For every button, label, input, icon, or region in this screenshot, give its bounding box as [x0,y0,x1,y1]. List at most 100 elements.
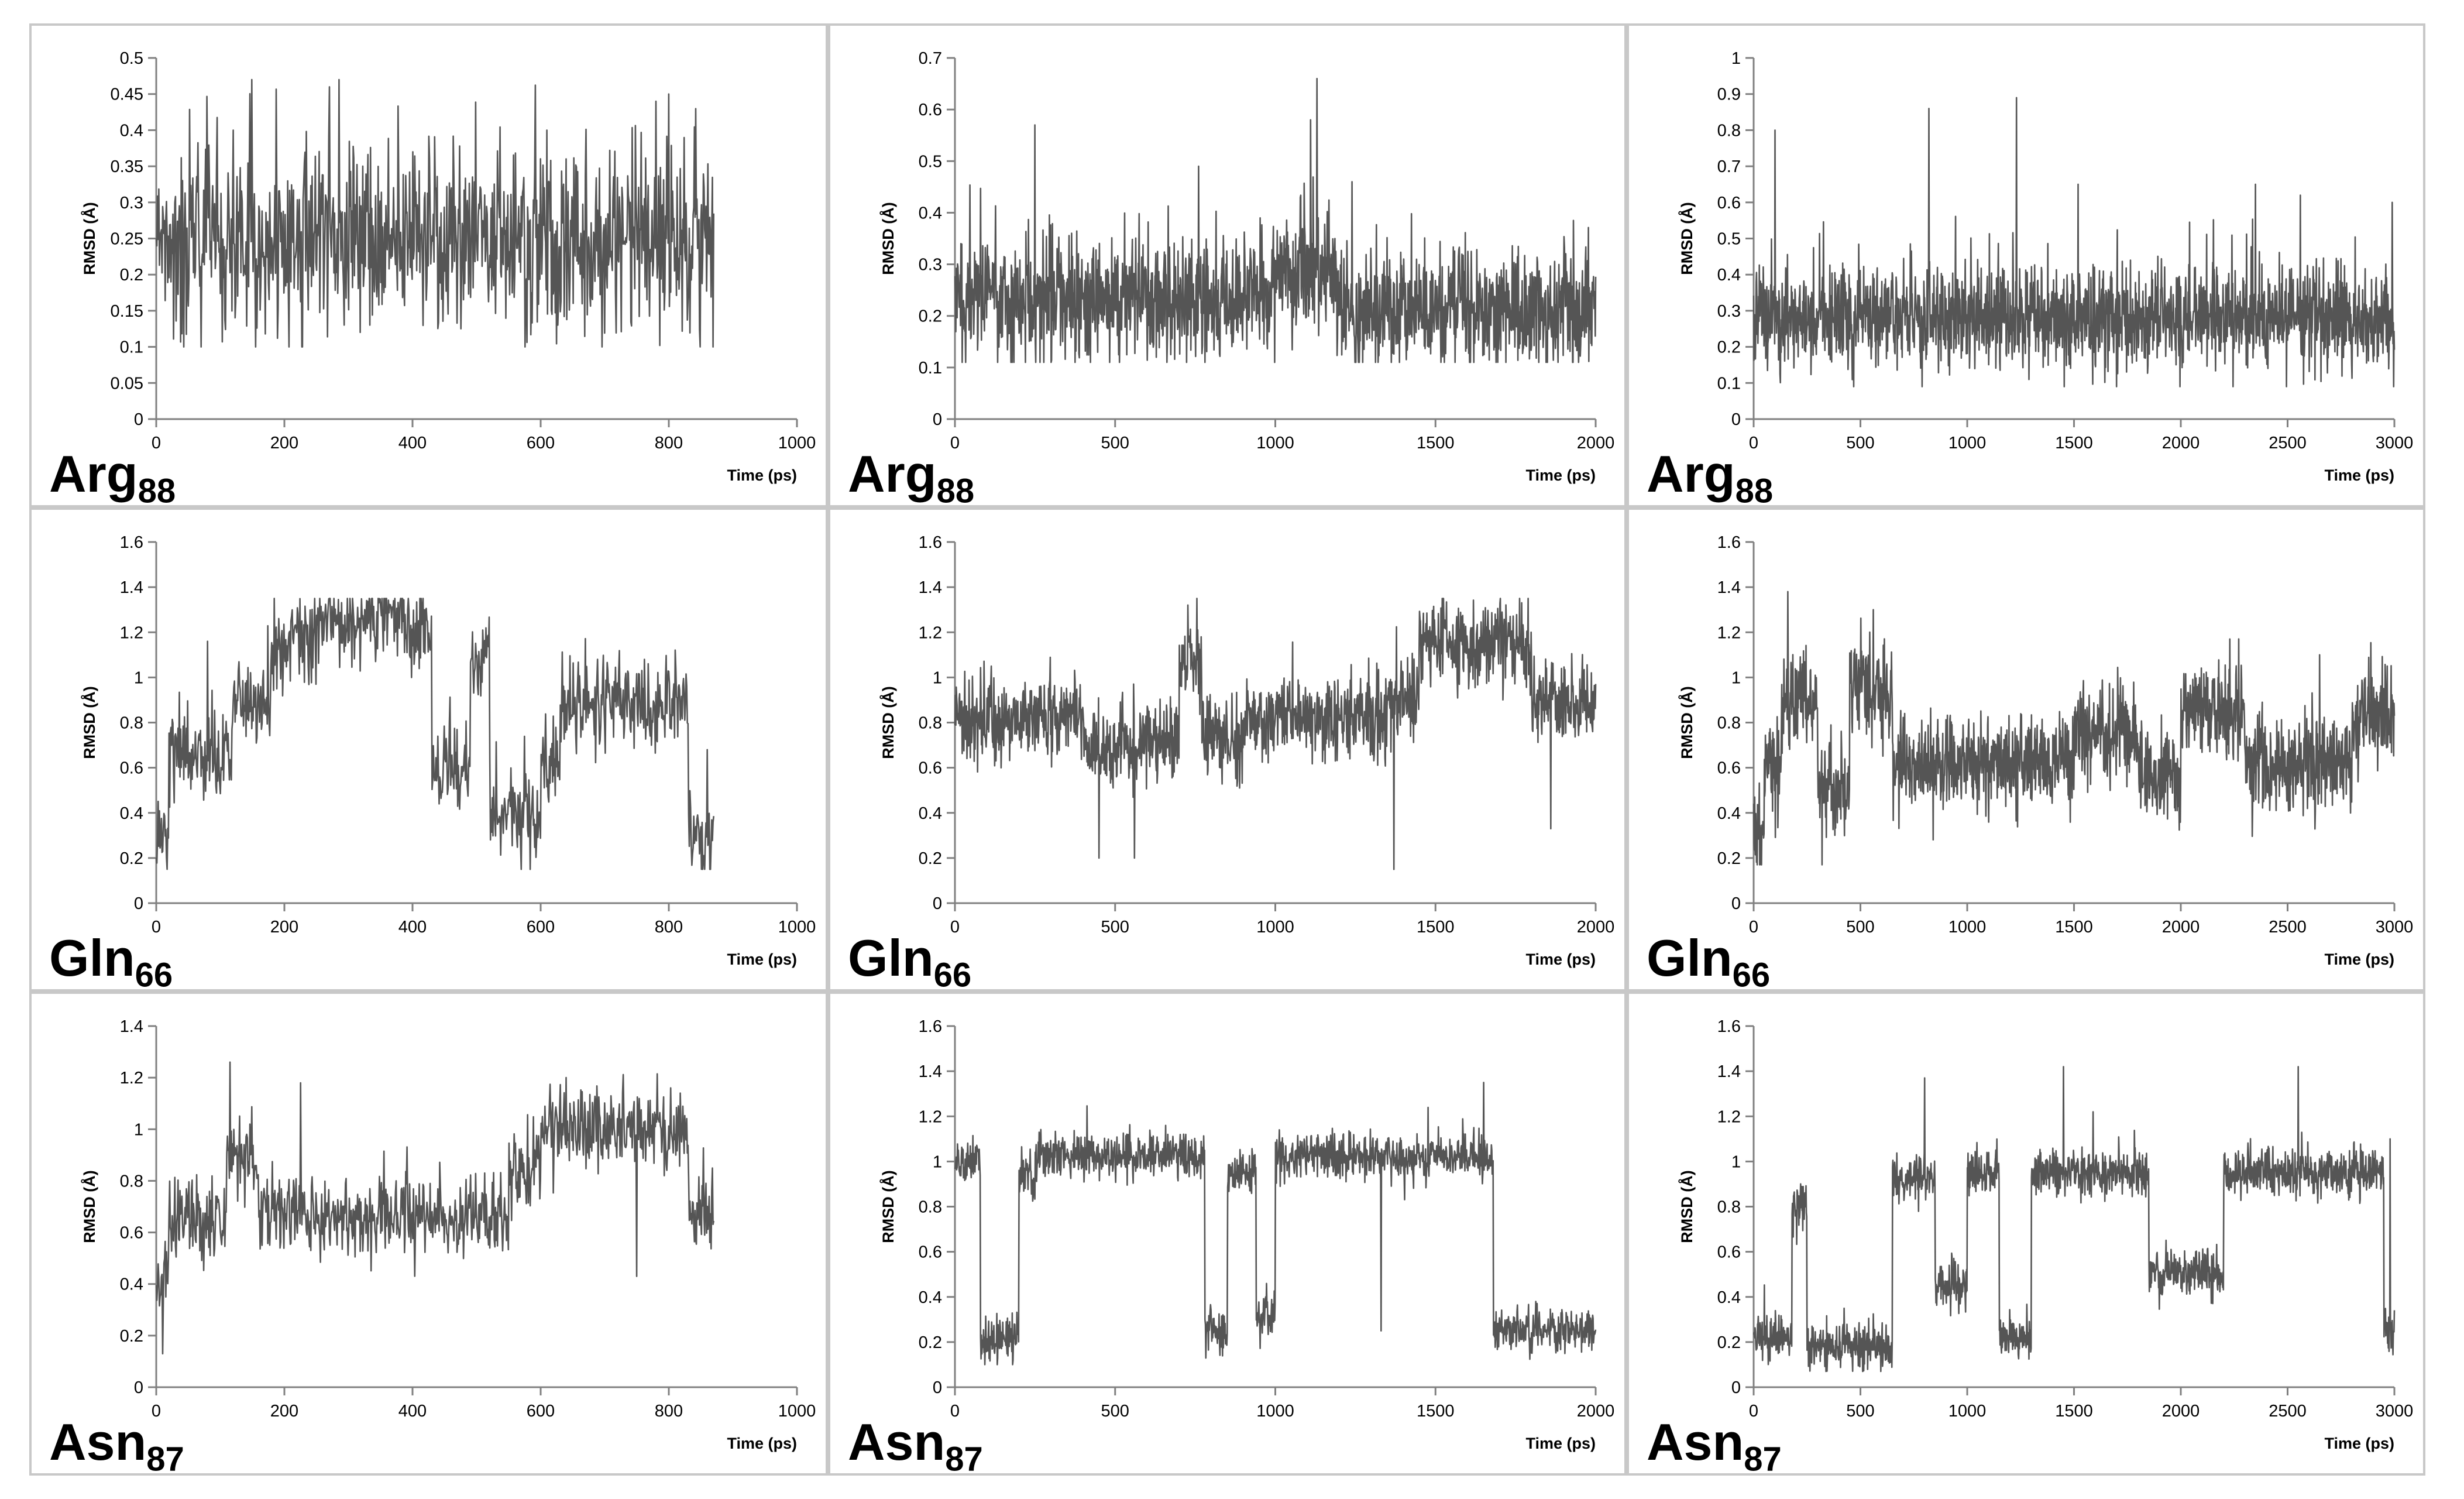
x-tick-label: 0 [1749,1402,1758,1421]
x-tick-label: 1500 [2055,1402,2093,1421]
series-line-rmsd [954,78,1597,363]
y-tick-label: 0.6 [1717,1243,1741,1262]
x-tick-label: 3000 [2376,918,2414,937]
y-tick-label: 0.1 [919,359,942,378]
y-tick-label: 0.15 [111,302,143,321]
x-tick-label: 600 [527,1402,555,1421]
residue-name: Arg [848,445,937,503]
y-tick-label: 1.6 [1717,533,1741,552]
series-line-rmsd [954,598,1597,870]
x-tick-label: 0 [152,434,161,452]
x-tick-label: 400 [398,434,427,452]
chart-panel-5: 0 0.2 0.4 0.6 0.8 1 1.2 1.4 1.6 0 500 1000 1500 2000 R… [828,507,1627,992]
chart-svg: 0 0.2 0.4 0.6 0.8 1 1.2 1.4 1.6 0 500 1000 1500 2000 R… [879,533,1614,968]
x-tick-label: 800 [655,1402,683,1421]
y-tick-label: 0.1 [120,338,143,357]
x-tick-label: 0 [950,918,960,937]
x-axis-label: Time (ps) [2324,951,2394,968]
y-tick-label: 1 [933,1152,942,1171]
x-tick-label: 1000 [1948,918,1987,937]
y-tick-label: 1.4 [1717,1062,1741,1081]
residue-name: Gln [1647,929,1733,987]
y-tick-label: 1 [134,668,143,687]
chart-panel-8: 0 0.2 0.4 0.6 0.8 1 1.2 1.4 1.6 0 500 1000 1500 2000 R… [828,992,1627,1476]
residue-label: Asn87 [848,1416,983,1477]
y-tick-label: 0.6 [1717,759,1741,778]
y-tick-label: 0.8 [919,1198,942,1217]
y-tick-label: 1.4 [919,1062,942,1081]
y-tick-label: 0.2 [120,266,143,284]
y-tick-label: 0 [134,894,143,913]
y-tick-label: 0.2 [1717,338,1741,357]
y-tick-label: 1.2 [120,1069,143,1088]
x-tick-label: 500 [1846,434,1874,452]
series-line-rmsd [1752,97,2396,387]
y-tick-label: 0.5 [120,49,143,68]
y-tick-label: 0.6 [919,759,942,778]
y-tick-label: 0.4 [120,804,143,823]
x-tick-label: 600 [527,918,555,937]
y-tick-label: 0.3 [120,194,143,212]
y-tick-label: 0 [933,894,942,913]
y-tick-label: 0 [1731,1378,1741,1397]
x-tick-label: 0 [1749,434,1758,452]
y-axis-label: RMSD (Å) [879,202,897,275]
y-tick-label: 0.8 [1717,1198,1741,1217]
residue-name: Arg [49,445,138,503]
series-line-rmsd [1752,1066,2396,1373]
y-tick-label: 0.4 [120,1275,143,1294]
y-tick-label: 1 [1731,49,1741,68]
y-axis-label: RMSD (Å) [879,1170,897,1243]
y-tick-label: 0.8 [120,1172,143,1191]
y-tick-label: 1.2 [919,623,942,642]
x-tick-label: 0 [950,1402,960,1421]
residue-number: 88 [1735,472,1774,510]
residue-label: Gln66 [49,932,173,993]
y-tick-label: 0.3 [919,256,942,275]
x-tick-label: 200 [270,434,298,452]
chart-panel-2: 0 0.1 0.2 0.3 0.4 0.5 0.6 0.7 0 500 1000 1500 2000 RM… [828,23,1627,510]
x-tick-label: 2000 [1577,434,1615,452]
chart-panel-4: 0 0.2 0.4 0.6 0.8 1 1.2 1.4 1.6 0 200 400 600 800 1000… [29,507,828,992]
chart-panel-3: 0 0.1 0.2 0.3 0.4 0.5 0.6 0.7 0.8 0.9 1 0 500 1000 150… [1627,23,2425,510]
y-tick-label: 0.2 [1717,849,1741,868]
x-tick-label: 200 [270,918,298,937]
y-tick-label: 0.4 [919,804,942,823]
x-tick-label: 0 [152,918,161,937]
y-tick-label: 1.6 [1717,1017,1741,1036]
x-tick-label: 1000 [1948,434,1987,452]
residue-number: 87 [146,1440,184,1479]
x-tick-label: 800 [655,434,683,452]
x-tick-label: 600 [527,434,555,452]
residue-number: 88 [936,472,975,510]
y-tick-label: 0.8 [919,714,942,733]
x-tick-label: 2000 [2162,1402,2200,1421]
y-tick-label: 1.2 [1717,623,1741,642]
x-tick-label: 1000 [1256,918,1294,937]
x-tick-label: 3000 [2376,434,2414,452]
chart-panel-1: 0 0.05 0.1 0.15 0.2 0.25 0.3 0.35 0.4 0.45 0.5 0 200… [29,23,828,508]
chart-svg: 0 0.2 0.4 0.6 0.8 1 1.2 1.4 0 200 400 600 800 1000 RMS… [80,1017,816,1452]
x-tick-label: 1500 [1417,1402,1455,1421]
y-tick-label: 0.1 [1717,374,1741,393]
x-tick-label: 200 [270,1402,298,1421]
x-tick-label: 1000 [1948,1402,1987,1421]
y-tick-label: 1.2 [919,1107,942,1126]
y-tick-label: 0.7 [1717,157,1741,176]
x-tick-label: 1500 [1417,434,1455,452]
y-tick-label: 1.4 [120,578,143,597]
y-tick-label: 0.7 [919,49,942,68]
y-tick-label: 0.5 [919,152,942,171]
y-axis-label: RMSD (Å) [80,686,98,759]
y-axis-label: RMSD (Å) [80,202,98,275]
y-tick-label: 0.4 [919,204,942,222]
x-axis-label: Time (ps) [727,1435,797,1452]
x-tick-label: 1000 [778,918,816,937]
x-axis-label: Time (ps) [2324,466,2394,484]
y-tick-label: 1.4 [919,578,942,597]
chart-panel-7: 0 0.2 0.4 0.6 0.8 1 1.2 1.4 0 200 400 600 800 1000 RMS… [29,992,828,1476]
chart-svg: 0 0.2 0.4 0.6 0.8 1 1.2 1.4 1.6 0 500 1000 1500 2000 R… [879,1017,1614,1452]
x-tick-label: 500 [1846,918,1874,937]
series-line-rmsd [155,598,714,870]
